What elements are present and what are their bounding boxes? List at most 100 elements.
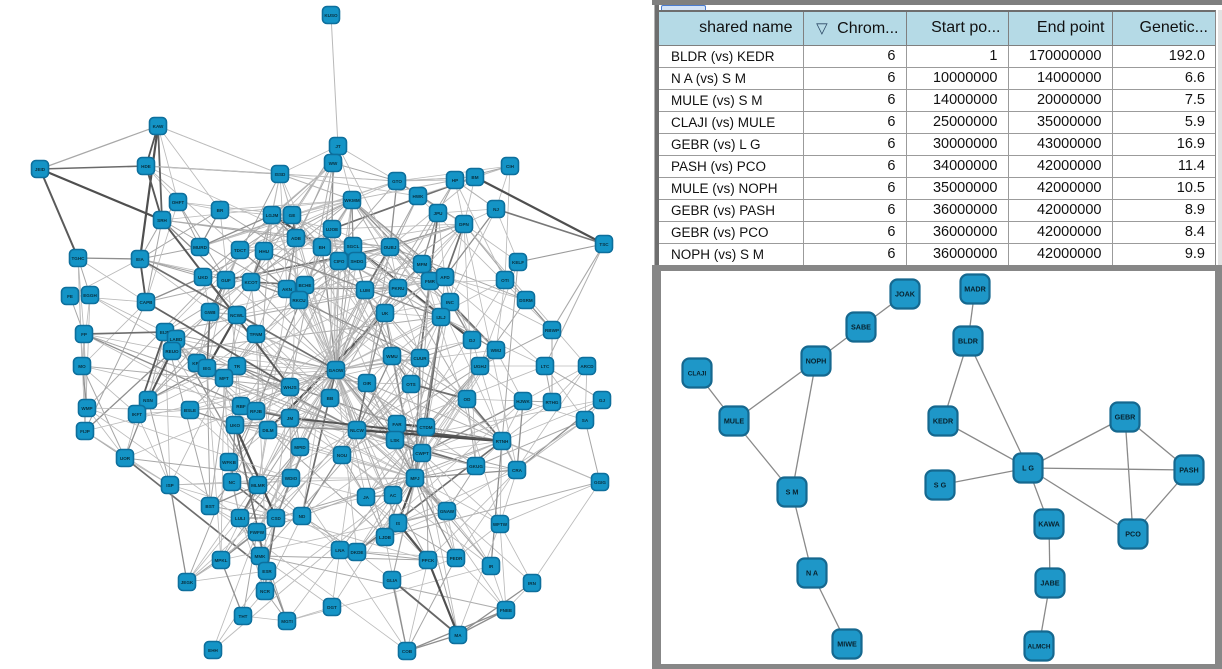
svg-text:RKCU: RKCU [292, 298, 306, 303]
svg-text:ADB: ADB [291, 236, 302, 241]
svg-text:RBF: RBF [236, 404, 246, 409]
svg-text:UOR: UOR [120, 456, 131, 461]
svg-text:S G: S G [934, 480, 947, 489]
svg-text:HWK: HWK [413, 194, 425, 199]
svg-text:LSK: LSK [390, 438, 400, 443]
svg-text:UGHJ: UGHJ [474, 364, 487, 369]
svg-text:WMJ: WMJ [491, 348, 502, 353]
svg-text:JOAK: JOAK [895, 289, 916, 298]
svg-text:CIH: CIH [506, 164, 515, 169]
svg-text:WMP: WMP [81, 406, 92, 411]
svg-text:RFJB: RFJB [250, 409, 263, 414]
svg-text:NC: NC [229, 480, 236, 485]
svg-text:GJ: GJ [599, 398, 606, 403]
svg-text:IJLJ: IJLJ [436, 315, 446, 320]
svg-text:MGTI: MGTI [281, 619, 292, 624]
svg-text:BB: BB [327, 396, 334, 401]
svg-text:HHU: HHU [259, 249, 270, 254]
svg-text:FWFW: FWFW [250, 530, 265, 535]
svg-text:IRN: IRN [528, 581, 537, 586]
svg-text:DSRM: DSRM [519, 298, 533, 303]
svg-text:GNAW: GNAW [440, 509, 455, 514]
svg-text:EGGH: EGGH [83, 293, 97, 298]
svg-text:CAPB: CAPB [139, 300, 153, 305]
svg-text:DPN: DPN [459, 222, 469, 227]
svg-text:ISP: ISP [166, 483, 173, 488]
svg-text:ALMCH: ALMCH [1027, 643, 1050, 650]
svg-text:WHJS: WHJS [283, 385, 296, 390]
svg-text:FP: FP [81, 332, 87, 337]
svg-text:S M: S M [786, 487, 799, 496]
svg-text:LTC: LTC [541, 364, 550, 369]
svg-text:JPU: JPU [434, 211, 444, 216]
svg-text:BSLE: BSLE [184, 408, 196, 413]
svg-text:JEGK: JEGK [181, 580, 194, 585]
svg-text:ND: ND [299, 514, 306, 519]
svg-text:BH: BH [319, 245, 326, 250]
svg-text:LULI: LULI [235, 516, 245, 521]
svg-text:UKO: UKO [230, 423, 241, 428]
svg-text:IEG: IEG [203, 366, 211, 371]
svg-text:KELF: KELF [512, 260, 524, 265]
svg-text:AKN: AKN [282, 287, 293, 292]
svg-text:LABD: LABD [170, 337, 183, 342]
svg-text:KPE: KPE [192, 361, 201, 366]
svg-text:ESR: ESR [262, 569, 272, 574]
svg-text:JABE: JABE [1040, 578, 1059, 587]
svg-text:N A: N A [806, 568, 818, 577]
svg-text:BR: BR [217, 208, 224, 213]
svg-text:PASH: PASH [1179, 465, 1198, 474]
svg-text:DILM: DILM [262, 428, 273, 433]
svg-text:BLDR: BLDR [958, 336, 979, 345]
svg-text:GEBR: GEBR [1115, 412, 1137, 421]
svg-text:CWPT: CWPT [415, 451, 429, 456]
svg-text:UJOE: UJOE [326, 227, 339, 232]
svg-text:FMR: FMR [425, 279, 436, 284]
svg-text:BM: BM [471, 175, 478, 180]
svg-text:GLIA: GLIA [387, 578, 399, 583]
svg-text:MFM: MFM [417, 262, 428, 267]
svg-text:HP: HP [452, 178, 458, 183]
svg-text:PEDR: PEDR [450, 556, 463, 561]
svg-text:DGT: DGT [327, 605, 337, 610]
svg-text:LNA: LNA [335, 548, 345, 553]
svg-text:FIJP: FIJP [80, 429, 90, 434]
svg-text:TR: TR [234, 364, 241, 369]
svg-text:FE: FE [67, 294, 73, 299]
svg-text:GAOW: GAOW [329, 368, 344, 373]
svg-text:WMU: WMU [386, 354, 398, 359]
svg-text:HDE: HDE [141, 164, 151, 169]
svg-text:OTS: OTS [406, 382, 415, 387]
svg-text:GWB: GWB [204, 310, 216, 315]
svg-text:GGIG: GGIG [594, 480, 606, 485]
svg-text:CIFO: CIFO [334, 259, 345, 264]
svg-text:MPKL: MPKL [214, 558, 227, 563]
svg-text:WW: WW [329, 161, 338, 166]
svg-text:EIA: EIA [136, 257, 144, 262]
svg-text:SABE: SABE [851, 322, 871, 331]
svg-text:GTO: GTO [392, 179, 402, 184]
svg-text:REUO: REUO [165, 349, 179, 354]
svg-text:MFJ: MFJ [410, 476, 420, 481]
svg-text:WKMM: WKMM [344, 198, 359, 203]
svg-text:LJDB: LJDB [379, 535, 392, 540]
svg-text:TGHC: TGHC [71, 256, 85, 261]
svg-text:BST: BST [205, 504, 214, 509]
svg-text:MPID: MPID [294, 445, 306, 450]
svg-text:JA: JA [363, 495, 370, 500]
svg-text:UKD: UKD [198, 275, 209, 280]
svg-text:GUF: GUF [221, 278, 231, 283]
svg-text:WDIO: WDIO [285, 476, 298, 481]
svg-text:EHH: EHH [208, 648, 218, 653]
svg-text:MULE: MULE [724, 416, 745, 425]
svg-text:SGCL: SGCL [347, 244, 360, 249]
svg-text:DJ: DJ [469, 338, 475, 343]
svg-text:NCR: NCR [260, 589, 271, 594]
svg-text:CSD: CSD [271, 516, 281, 521]
svg-text:THT: THT [239, 614, 248, 619]
svg-text:AFD: AFD [440, 275, 450, 280]
svg-text:NSN: NSN [143, 398, 153, 403]
svg-text:CRA: CRA [512, 468, 523, 473]
svg-text:OTI: OTI [501, 278, 509, 283]
svg-text:INC: INC [446, 300, 455, 305]
